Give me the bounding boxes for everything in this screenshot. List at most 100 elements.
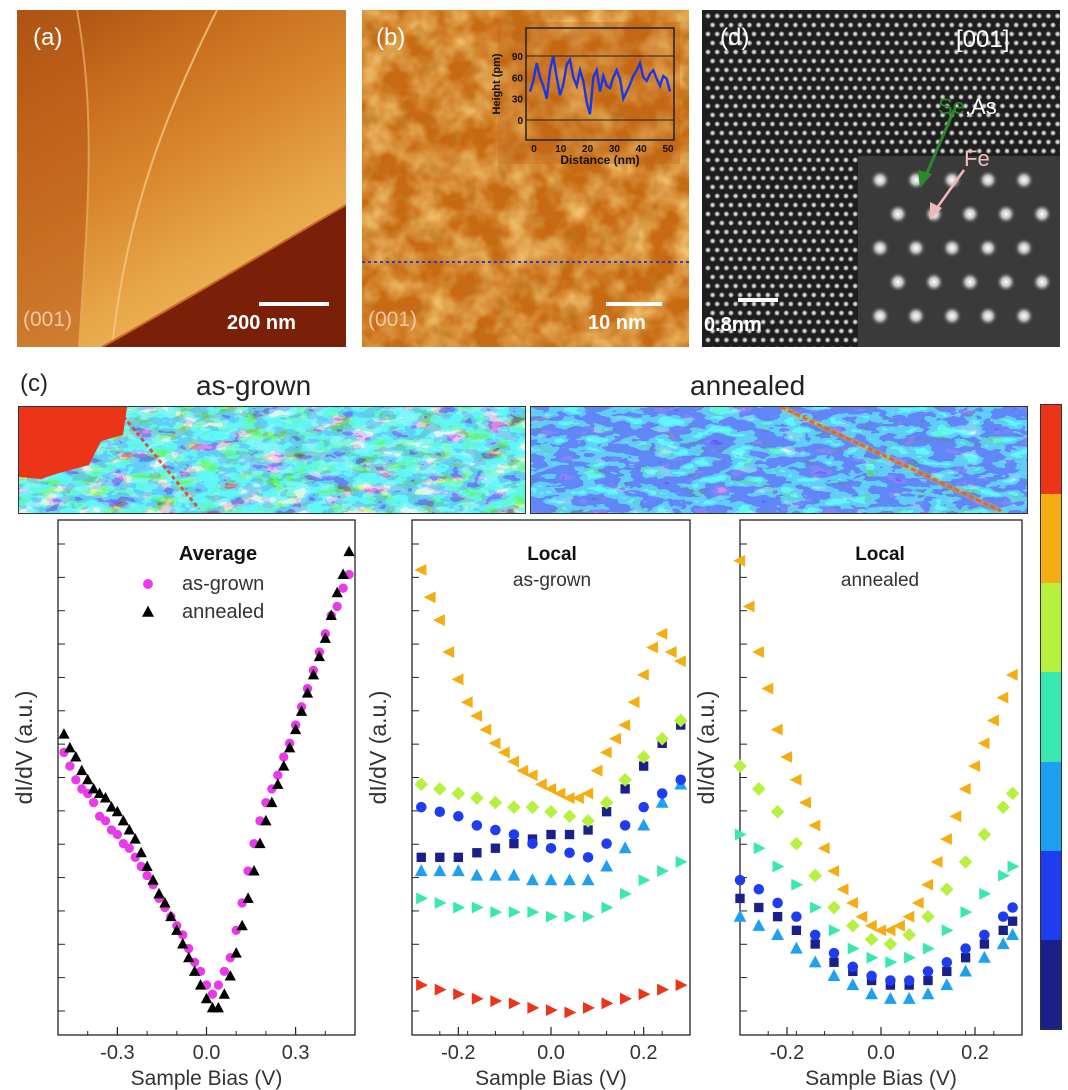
atom-dot bbox=[833, 318, 841, 326]
atom-dot bbox=[796, 66, 804, 74]
data-point bbox=[638, 801, 649, 813]
data-point bbox=[509, 838, 519, 849]
data-point bbox=[488, 795, 503, 810]
atom-dot bbox=[985, 111, 992, 119]
atom-dot bbox=[828, 237, 836, 245]
atom-dot bbox=[856, 93, 864, 101]
atom-dot bbox=[847, 291, 854, 299]
map-left-title: as-grown bbox=[196, 370, 312, 401]
ylabel: dI/dV (a.u.) bbox=[11, 691, 37, 805]
data-point bbox=[742, 600, 755, 613]
data-point bbox=[507, 868, 521, 881]
data-point bbox=[343, 545, 355, 557]
atom-dot bbox=[815, 30, 822, 38]
data-point bbox=[325, 609, 337, 621]
atom-dot bbox=[704, 66, 712, 74]
data-point bbox=[583, 825, 593, 835]
atom-dot bbox=[989, 120, 997, 128]
atom-dot bbox=[994, 147, 1002, 155]
data-point bbox=[790, 941, 803, 954]
atom-dot bbox=[787, 246, 795, 254]
atom-dot bbox=[879, 138, 887, 146]
atom-dot bbox=[773, 93, 781, 101]
atom-dot bbox=[796, 174, 804, 182]
data-point bbox=[194, 979, 207, 990]
atom-dot bbox=[824, 66, 831, 74]
data-point bbox=[1007, 860, 1020, 873]
atom-dot bbox=[999, 12, 1006, 20]
data-point bbox=[527, 834, 538, 844]
panel-label: (a) bbox=[33, 24, 63, 51]
atom-dot bbox=[741, 228, 749, 236]
data-point bbox=[808, 955, 822, 968]
data-point bbox=[488, 737, 501, 750]
atom-dot bbox=[879, 12, 887, 20]
data-point bbox=[451, 864, 465, 877]
atom-dot bbox=[957, 111, 965, 119]
data-point bbox=[675, 855, 688, 868]
atom-dot bbox=[787, 138, 795, 146]
atom-dot bbox=[801, 111, 808, 119]
data-point bbox=[941, 924, 954, 937]
atom-dot bbox=[1003, 111, 1011, 119]
atom-dot bbox=[902, 93, 910, 101]
data-point bbox=[846, 978, 860, 991]
atom-dot bbox=[916, 48, 923, 56]
atom-dot bbox=[833, 84, 841, 92]
atom-dot bbox=[709, 291, 716, 299]
atom-dot bbox=[741, 282, 749, 290]
atom-dot bbox=[829, 345, 835, 347]
atom-dot bbox=[741, 156, 749, 164]
atom-dot bbox=[861, 138, 868, 146]
terrace-steps bbox=[17, 10, 346, 347]
atom-dot bbox=[723, 246, 730, 254]
atom-dot bbox=[888, 12, 896, 20]
atom-dot bbox=[755, 183, 762, 191]
data-point bbox=[177, 938, 189, 949]
panel-label: (b) bbox=[376, 24, 406, 51]
data-point bbox=[314, 647, 325, 657]
atom-dot bbox=[953, 12, 960, 20]
data-point bbox=[337, 568, 349, 579]
atom-dot bbox=[769, 120, 776, 128]
atom-dot bbox=[764, 309, 772, 317]
data-point bbox=[922, 966, 934, 977]
atom-dot bbox=[759, 192, 767, 200]
atom-dot bbox=[746, 273, 753, 281]
atom-dot bbox=[723, 210, 730, 218]
atom-dot bbox=[838, 129, 845, 137]
atom-dot bbox=[805, 48, 813, 56]
atom-dot-large bbox=[1014, 238, 1034, 258]
atom-dot bbox=[819, 147, 827, 155]
atom-dot-large bbox=[978, 238, 998, 258]
atom-dot bbox=[764, 273, 772, 281]
atom-dot bbox=[828, 75, 836, 83]
atom-dot bbox=[879, 48, 887, 56]
data-point bbox=[968, 760, 981, 773]
series bbox=[415, 774, 687, 863]
atom-dot bbox=[810, 183, 818, 191]
atom-dot bbox=[842, 282, 850, 290]
atom-dot bbox=[824, 30, 831, 38]
data-point bbox=[453, 811, 464, 822]
atom-dot bbox=[750, 192, 758, 200]
atom-dot bbox=[713, 318, 721, 326]
atom-dot bbox=[719, 345, 725, 347]
atom-dot bbox=[1058, 112, 1060, 118]
data-point bbox=[1007, 902, 1018, 913]
data-point bbox=[655, 731, 669, 746]
data-point bbox=[507, 755, 520, 768]
data-point bbox=[188, 965, 201, 976]
atom-dot bbox=[815, 120, 822, 128]
data-point bbox=[141, 860, 153, 871]
series bbox=[733, 909, 1019, 1004]
data-point bbox=[545, 842, 557, 854]
atom-dot bbox=[819, 57, 827, 65]
xtick-label: 0.2 bbox=[630, 1042, 658, 1064]
data-point bbox=[903, 975, 915, 986]
atom-dot bbox=[755, 237, 762, 245]
atom-dot bbox=[1008, 120, 1015, 128]
atom-dot bbox=[893, 21, 900, 29]
atom-dot bbox=[810, 201, 818, 209]
data-point bbox=[987, 714, 999, 727]
